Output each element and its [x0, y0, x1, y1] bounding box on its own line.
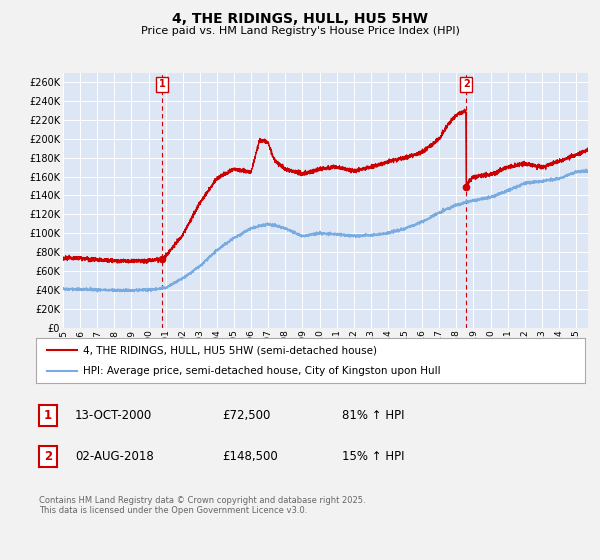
Text: £72,500: £72,500	[222, 409, 271, 422]
Text: 1: 1	[158, 79, 166, 89]
Text: 2: 2	[463, 79, 470, 89]
Text: 4, THE RIDINGS, HULL, HU5 5HW: 4, THE RIDINGS, HULL, HU5 5HW	[172, 12, 428, 26]
Text: Contains HM Land Registry data © Crown copyright and database right 2025.
This d: Contains HM Land Registry data © Crown c…	[39, 496, 365, 515]
Text: £148,500: £148,500	[222, 450, 278, 463]
Text: Price paid vs. HM Land Registry's House Price Index (HPI): Price paid vs. HM Land Registry's House …	[140, 26, 460, 36]
Text: 02-AUG-2018: 02-AUG-2018	[75, 450, 154, 463]
Text: 2: 2	[44, 450, 52, 463]
Text: 13-OCT-2000: 13-OCT-2000	[75, 409, 152, 422]
Text: 15% ↑ HPI: 15% ↑ HPI	[342, 450, 404, 463]
Text: 1: 1	[44, 409, 52, 422]
Text: 4, THE RIDINGS, HULL, HU5 5HW (semi-detached house): 4, THE RIDINGS, HULL, HU5 5HW (semi-deta…	[83, 346, 377, 356]
Text: HPI: Average price, semi-detached house, City of Kingston upon Hull: HPI: Average price, semi-detached house,…	[83, 366, 440, 376]
Text: 81% ↑ HPI: 81% ↑ HPI	[342, 409, 404, 422]
